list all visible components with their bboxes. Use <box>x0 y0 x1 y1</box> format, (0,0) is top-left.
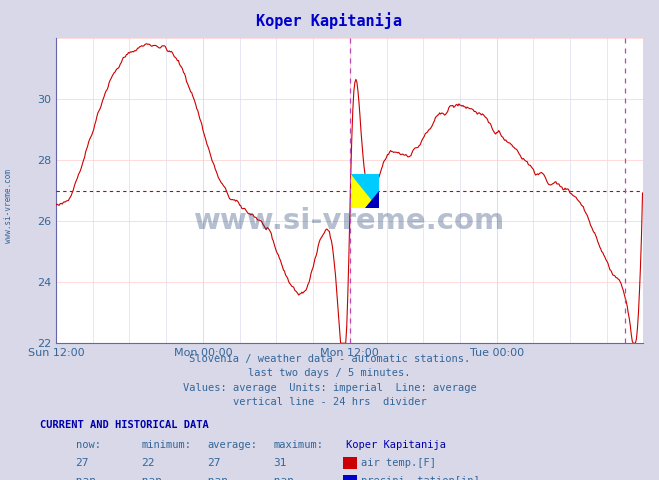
Text: -nan: -nan <box>135 477 161 480</box>
Text: last two days / 5 minutes.: last two days / 5 minutes. <box>248 368 411 378</box>
Text: air temp.[F]: air temp.[F] <box>361 458 436 468</box>
Text: Koper Kapitanija: Koper Kapitanija <box>256 12 403 29</box>
Text: Koper Kapitanija: Koper Kapitanija <box>346 440 446 450</box>
Text: minimum:: minimum: <box>142 440 192 450</box>
Text: now:: now: <box>76 440 101 450</box>
Text: vertical line - 24 hrs  divider: vertical line - 24 hrs divider <box>233 397 426 407</box>
Text: Values: average  Units: imperial  Line: average: Values: average Units: imperial Line: av… <box>183 383 476 393</box>
Text: CURRENT AND HISTORICAL DATA: CURRENT AND HISTORICAL DATA <box>40 420 208 430</box>
Text: average:: average: <box>208 440 258 450</box>
Polygon shape <box>351 174 379 208</box>
Polygon shape <box>365 191 379 208</box>
Text: Slovenia / weather data - automatic stations.: Slovenia / weather data - automatic stat… <box>189 354 470 364</box>
Text: www.si-vreme.com: www.si-vreme.com <box>4 169 13 243</box>
Text: precipi- tation[in]: precipi- tation[in] <box>361 477 480 480</box>
Text: -nan: -nan <box>69 477 96 480</box>
Text: -nan: -nan <box>201 477 227 480</box>
Polygon shape <box>351 174 379 208</box>
Text: www.si-vreme.com: www.si-vreme.com <box>194 207 505 235</box>
Text: 27: 27 <box>208 458 221 468</box>
Text: maximum:: maximum: <box>273 440 324 450</box>
Text: 22: 22 <box>142 458 155 468</box>
Text: 27: 27 <box>76 458 89 468</box>
Text: 31: 31 <box>273 458 287 468</box>
Text: -nan: -nan <box>267 477 293 480</box>
